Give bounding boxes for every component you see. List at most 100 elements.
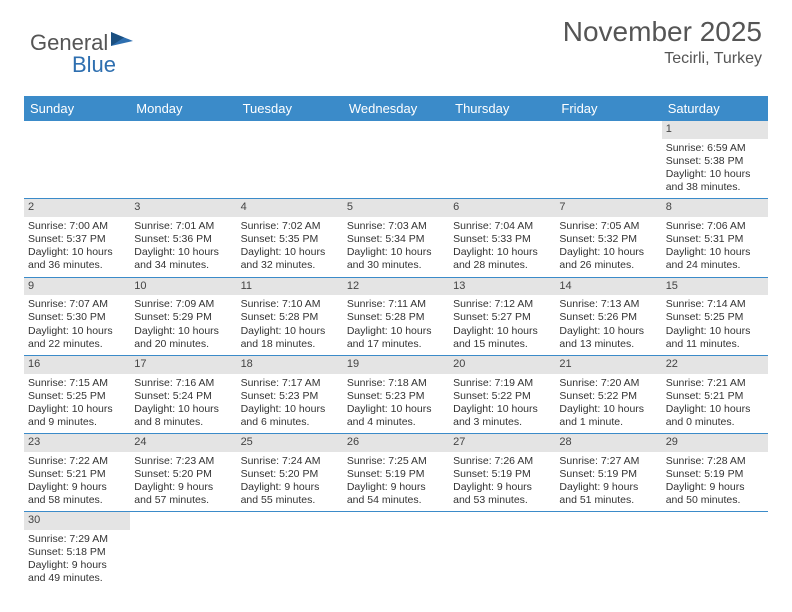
day-header-row: Sunday Monday Tuesday Wednesday Thursday… xyxy=(24,96,768,121)
sunrise-text: Sunrise: 7:12 AM xyxy=(453,298,551,311)
day-cell: 17Sunrise: 7:16 AMSunset: 5:24 PMDayligh… xyxy=(130,356,236,433)
day-number: 20 xyxy=(449,356,555,374)
day-cell: 9Sunrise: 7:07 AMSunset: 5:30 PMDaylight… xyxy=(24,278,130,355)
daylight-text: Daylight: 10 hours xyxy=(134,246,232,259)
sunrise-text: Sunrise: 7:18 AM xyxy=(347,377,445,390)
daylight-text: Daylight: 9 hours xyxy=(241,481,339,494)
day-cell: 18Sunrise: 7:17 AMSunset: 5:23 PMDayligh… xyxy=(237,356,343,433)
sunrise-text: Sunrise: 7:24 AM xyxy=(241,455,339,468)
week-row: 30Sunrise: 7:29 AMSunset: 5:18 PMDayligh… xyxy=(24,512,768,589)
daylight-text: and 3 minutes. xyxy=(453,416,551,429)
daylight-text: and 58 minutes. xyxy=(28,494,126,507)
day-cell: 1Sunrise: 6:59 AMSunset: 5:38 PMDaylight… xyxy=(662,121,768,198)
day-number: 16 xyxy=(24,356,130,374)
day-number: 24 xyxy=(130,434,236,452)
sunrise-text: Sunrise: 7:25 AM xyxy=(347,455,445,468)
daylight-text: and 22 minutes. xyxy=(28,338,126,351)
sunset-text: Sunset: 5:23 PM xyxy=(347,390,445,403)
day-cell: 26Sunrise: 7:25 AMSunset: 5:19 PMDayligh… xyxy=(343,434,449,511)
sunrise-text: Sunrise: 6:59 AM xyxy=(666,142,764,155)
daylight-text: Daylight: 10 hours xyxy=(134,325,232,338)
daylight-text: and 38 minutes. xyxy=(666,181,764,194)
daylight-text: and 51 minutes. xyxy=(559,494,657,507)
sunset-text: Sunset: 5:21 PM xyxy=(666,390,764,403)
empty-cell xyxy=(449,121,555,198)
sunrise-text: Sunrise: 7:15 AM xyxy=(28,377,126,390)
sunrise-text: Sunrise: 7:01 AM xyxy=(134,220,232,233)
day-number: 7 xyxy=(555,199,661,217)
empty-cell xyxy=(130,512,236,589)
dayhead-sun: Sunday xyxy=(24,96,130,121)
daylight-text: Daylight: 9 hours xyxy=(453,481,551,494)
empty-cell xyxy=(343,121,449,198)
daylight-text: Daylight: 10 hours xyxy=(453,403,551,416)
day-number: 1 xyxy=(662,121,768,139)
flag-icon xyxy=(110,28,134,54)
daylight-text: and 30 minutes. xyxy=(347,259,445,272)
sunrise-text: Sunrise: 7:14 AM xyxy=(666,298,764,311)
daylight-text: Daylight: 10 hours xyxy=(28,325,126,338)
daylight-text: Daylight: 10 hours xyxy=(347,325,445,338)
day-cell: 30Sunrise: 7:29 AMSunset: 5:18 PMDayligh… xyxy=(24,512,130,589)
daylight-text: Daylight: 10 hours xyxy=(134,403,232,416)
empty-cell xyxy=(555,121,661,198)
dayhead-fri: Friday xyxy=(555,96,661,121)
day-cell: 3 Sunrise: 7:01 AMSunset: 5:36 PMDaylight… xyxy=(130,199,236,276)
day-number: 29 xyxy=(662,434,768,452)
dayhead-tue: Tuesday xyxy=(237,96,343,121)
dayhead-thu: Thursday xyxy=(449,96,555,121)
day-number: 18 xyxy=(237,356,343,374)
sunset-text: Sunset: 5:25 PM xyxy=(28,390,126,403)
daylight-text: and 24 minutes. xyxy=(666,259,764,272)
sunset-text: Sunset: 5:36 PM xyxy=(134,233,232,246)
sunset-text: Sunset: 5:35 PM xyxy=(241,233,339,246)
daylight-text: and 17 minutes. xyxy=(347,338,445,351)
daylight-text: Daylight: 10 hours xyxy=(241,246,339,259)
day-cell: 23Sunrise: 7:22 AMSunset: 5:21 PMDayligh… xyxy=(24,434,130,511)
sunset-text: Sunset: 5:28 PM xyxy=(347,311,445,324)
day-cell: 8Sunrise: 7:06 AMSunset: 5:31 PMDaylight… xyxy=(662,199,768,276)
daylight-text: Daylight: 9 hours xyxy=(28,559,126,572)
sunset-text: Sunset: 5:26 PM xyxy=(559,311,657,324)
day-number: 5 xyxy=(343,199,449,217)
sunset-text: Sunset: 5:18 PM xyxy=(28,546,126,559)
week-row: 1Sunrise: 6:59 AMSunset: 5:38 PMDaylight… xyxy=(24,121,768,199)
daylight-text: Daylight: 10 hours xyxy=(453,325,551,338)
day-number: 22 xyxy=(662,356,768,374)
daylight-text: and 0 minutes. xyxy=(666,416,764,429)
daylight-text: and 13 minutes. xyxy=(559,338,657,351)
daylight-text: and 1 minute. xyxy=(559,416,657,429)
daylight-text: and 32 minutes. xyxy=(241,259,339,272)
daylight-text: Daylight: 10 hours xyxy=(666,325,764,338)
day-cell: 19Sunrise: 7:18 AMSunset: 5:23 PMDayligh… xyxy=(343,356,449,433)
sunrise-text: Sunrise: 7:09 AM xyxy=(134,298,232,311)
day-cell: 15Sunrise: 7:14 AMSunset: 5:25 PMDayligh… xyxy=(662,278,768,355)
logo: GeneralBlue xyxy=(30,28,134,86)
sunrise-text: Sunrise: 7:21 AM xyxy=(666,377,764,390)
sunrise-text: Sunrise: 7:29 AM xyxy=(28,533,126,546)
sunset-text: Sunset: 5:19 PM xyxy=(559,468,657,481)
daylight-text: Daylight: 10 hours xyxy=(28,403,126,416)
sunset-text: Sunset: 5:24 PM xyxy=(134,390,232,403)
day-number: 13 xyxy=(449,278,555,296)
day-number: 6 xyxy=(449,199,555,217)
week-row: 23Sunrise: 7:22 AMSunset: 5:21 PMDayligh… xyxy=(24,434,768,512)
daylight-text: and 55 minutes. xyxy=(241,494,339,507)
day-number: 8 xyxy=(662,199,768,217)
sunset-text: Sunset: 5:21 PM xyxy=(28,468,126,481)
sunrise-text: Sunrise: 7:13 AM xyxy=(559,298,657,311)
day-cell: 25Sunrise: 7:24 AMSunset: 5:20 PMDayligh… xyxy=(237,434,343,511)
daylight-text: Daylight: 10 hours xyxy=(241,325,339,338)
day-cell: 28Sunrise: 7:27 AMSunset: 5:19 PMDayligh… xyxy=(555,434,661,511)
sunrise-text: Sunrise: 7:04 AM xyxy=(453,220,551,233)
daylight-text: and 50 minutes. xyxy=(666,494,764,507)
day-number: 14 xyxy=(555,278,661,296)
weeks-container: 1Sunrise: 6:59 AMSunset: 5:38 PMDaylight… xyxy=(24,121,768,590)
sunrise-text: Sunrise: 7:11 AM xyxy=(347,298,445,311)
empty-cell xyxy=(237,121,343,198)
day-number: 17 xyxy=(130,356,236,374)
sunrise-text: Sunrise: 7:00 AM xyxy=(28,220,126,233)
day-cell: 7Sunrise: 7:05 AMSunset: 5:32 PMDaylight… xyxy=(555,199,661,276)
day-cell: 13Sunrise: 7:12 AMSunset: 5:27 PMDayligh… xyxy=(449,278,555,355)
day-number: 3 xyxy=(130,199,236,217)
